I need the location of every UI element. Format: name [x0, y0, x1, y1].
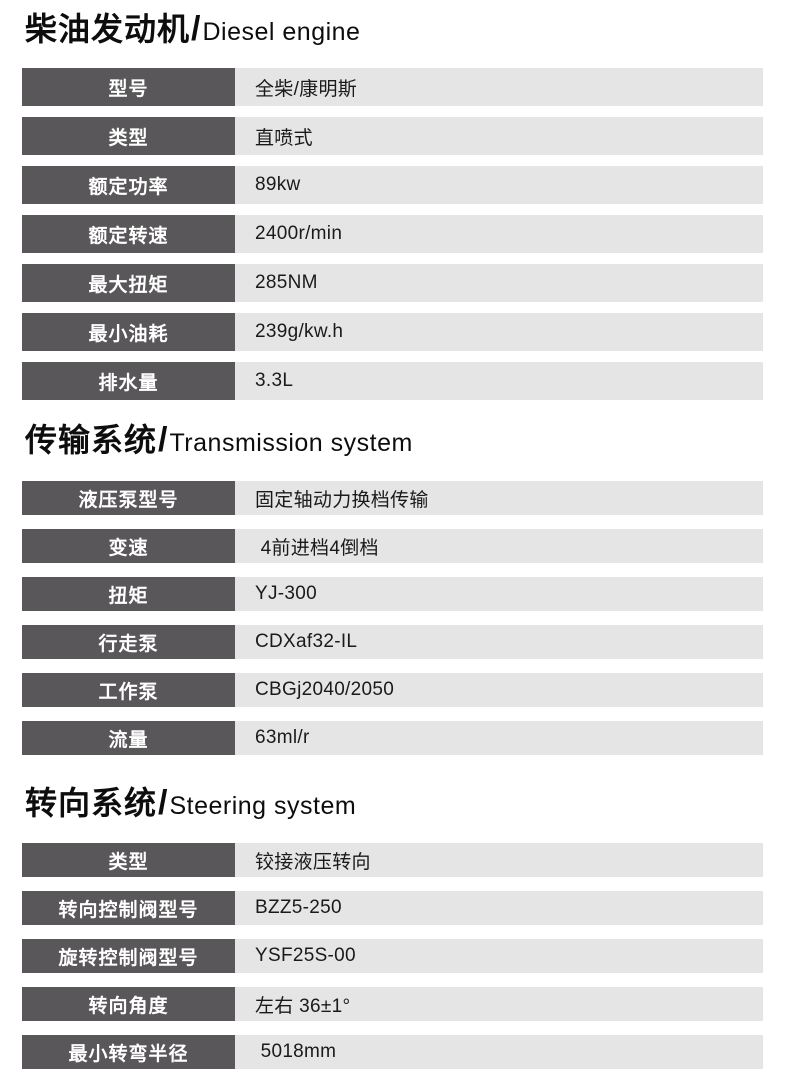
spec-row: 最大扭矩 285NM — [22, 264, 763, 302]
spec-label: 最大扭矩 — [22, 264, 235, 302]
spec-value: 全柴/康明斯 — [235, 68, 763, 106]
spec-row: 液压泵型号 固定轴动力换档传输 — [22, 481, 763, 515]
spec-row: 型号 全柴/康明斯 — [22, 68, 763, 106]
spec-value: CBGj2040/2050 — [235, 673, 763, 707]
spec-label: 转向控制阀型号 — [22, 891, 235, 925]
spec-value: 铰接液压转向 — [235, 843, 763, 877]
section-title-en: Diesel engine — [202, 18, 361, 46]
spec-table-diesel-engine: 型号 全柴/康明斯 类型 直喷式 额定功率 89kw 额定转速 2400r/mi… — [22, 68, 763, 400]
spec-value: YSF25S-00 — [235, 939, 763, 973]
spec-row: 类型 直喷式 — [22, 117, 763, 155]
spec-label: 类型 — [22, 843, 235, 877]
spec-label: 最小油耗 — [22, 313, 235, 351]
spec-row: 行走泵 CDXaf32-IL — [22, 625, 763, 659]
spec-table-steering-system: 类型 铰接液压转向 转向控制阀型号 BZZ5-250 旋转控制阀型号 YSF25… — [22, 843, 763, 1069]
section-title-transmission-system: 传输系统 / Transmission system — [22, 421, 763, 462]
section-title-divider: / — [191, 10, 201, 48]
section-title-zh: 转向系统 — [25, 785, 158, 821]
spec-row: 旋转控制阀型号 YSF25S-00 — [22, 939, 763, 973]
section-title-divider: / — [158, 421, 168, 459]
spec-value: 4前进档4倒档 — [235, 529, 763, 563]
section-title-en: Transmission system — [169, 429, 413, 457]
spec-label: 最小转弯半径 — [22, 1035, 235, 1069]
section-title-zh: 传输系统 — [25, 422, 158, 458]
spec-label: 排水量 — [22, 362, 235, 400]
spec-label: 型号 — [22, 68, 235, 106]
spec-value: 固定轴动力换档传输 — [235, 481, 763, 515]
spec-row: 额定转速 2400r/min — [22, 215, 763, 253]
spec-value: CDXaf32-IL — [235, 625, 763, 659]
spec-value: 239g/kw.h — [235, 313, 763, 351]
spec-value: 左右 36±1° — [235, 987, 763, 1021]
spec-value: 285NM — [235, 264, 763, 302]
spec-label: 旋转控制阀型号 — [22, 939, 235, 973]
spec-row: 扭矩 YJ-300 — [22, 577, 763, 611]
spec-row: 最小油耗 239g/kw.h — [22, 313, 763, 351]
spec-table-transmission-system: 液压泵型号 固定轴动力换档传输 变速 4前进档4倒档 扭矩 YJ-300 行走泵… — [22, 481, 763, 755]
spec-label: 液压泵型号 — [22, 481, 235, 515]
spec-label: 类型 — [22, 117, 235, 155]
section-title-divider: / — [158, 784, 168, 822]
spec-label: 变速 — [22, 529, 235, 563]
spec-row: 类型 铰接液压转向 — [22, 843, 763, 877]
section-title-en: Steering system — [169, 792, 357, 820]
spec-value: 5018mm — [235, 1035, 763, 1069]
spec-row: 转向控制阀型号 BZZ5-250 — [22, 891, 763, 925]
spec-value: YJ-300 — [235, 577, 763, 611]
section-title-zh: 柴油发动机 — [25, 11, 191, 47]
spec-value: 3.3L — [235, 362, 763, 400]
spec-value: 63ml/r — [235, 721, 763, 755]
spec-label: 行走泵 — [22, 625, 235, 659]
spec-row: 额定功率 89kw — [22, 166, 763, 204]
spec-value: 直喷式 — [235, 117, 763, 155]
spec-row: 工作泵 CBGj2040/2050 — [22, 673, 763, 707]
spec-label: 扭矩 — [22, 577, 235, 611]
spec-label: 流量 — [22, 721, 235, 755]
spec-label: 工作泵 — [22, 673, 235, 707]
section-title-steering-system: 转向系统 / Steering system — [22, 784, 763, 825]
spec-value: BZZ5-250 — [235, 891, 763, 925]
spec-row: 流量 63ml/r — [22, 721, 763, 755]
spec-row: 变速 4前进档4倒档 — [22, 529, 763, 563]
spec-value: 89kw — [235, 166, 763, 204]
spec-label: 额定功率 — [22, 166, 235, 204]
spec-row: 最小转弯半径 5018mm — [22, 1035, 763, 1069]
spec-value: 2400r/min — [235, 215, 763, 253]
spec-row: 排水量 3.3L — [22, 362, 763, 400]
spec-label: 额定转速 — [22, 215, 235, 253]
spec-label: 转向角度 — [22, 987, 235, 1021]
spec-row: 转向角度 左右 36±1° — [22, 987, 763, 1021]
section-title-diesel-engine: 柴油发动机 / Diesel engine — [22, 10, 763, 51]
